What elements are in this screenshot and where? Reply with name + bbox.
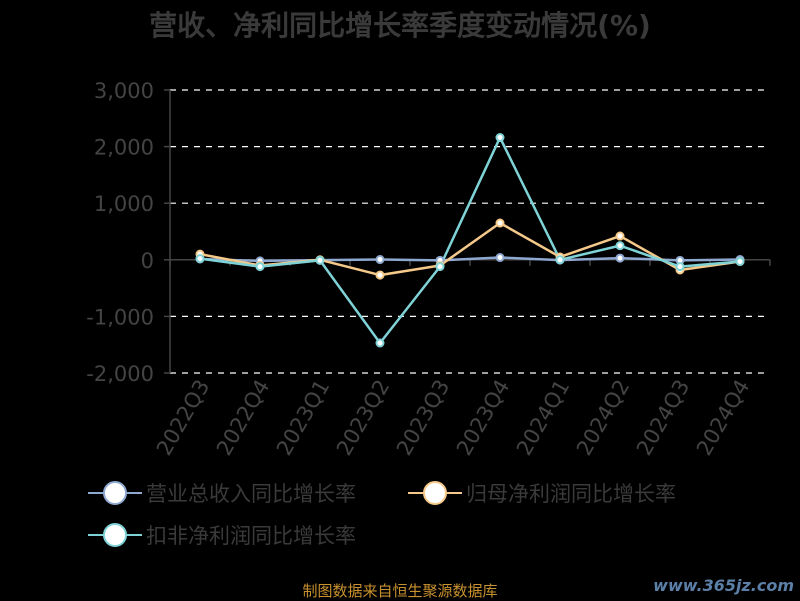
data-point <box>615 253 625 263</box>
data-point <box>495 133 505 143</box>
x-tick-label: 2023Q3 <box>392 376 454 460</box>
x-tick-label: 2024Q1 <box>512 376 574 460</box>
legend-item-revenue[interactable]: 营业总收入同比增长率 <box>88 478 356 508</box>
chart-title: 营收、净利同比增长率季度变动情况(%) <box>149 9 651 42</box>
series-line-0 <box>199 256 741 263</box>
legend-label-deducted-net-profit: 扣非净利润同比增长率 <box>146 524 356 548</box>
data-point <box>615 241 625 251</box>
y-tick-label: 1,000 <box>94 192 154 216</box>
legend-item-net-profit[interactable]: 归母净利润同比增长率 <box>408 478 676 508</box>
data-point <box>375 270 385 280</box>
x-tick-label: 2022Q3 <box>152 376 214 460</box>
series-lines <box>195 133 745 348</box>
legend-item-deducted-net-profit[interactable]: 扣非净利润同比增长率 <box>88 520 356 550</box>
data-point <box>555 255 565 265</box>
y-tick-label: 2,000 <box>94 136 154 160</box>
series-line-2 <box>199 136 741 345</box>
legend-marker-deducted-net-profit <box>88 520 142 550</box>
y-tick-label: 3,000 <box>94 79 154 103</box>
legend-label-net-profit: 归母净利润同比增长率 <box>466 482 676 506</box>
data-point <box>435 262 445 272</box>
data-point <box>375 255 385 265</box>
legend-marker-revenue <box>88 478 142 508</box>
x-tick-label: 2023Q2 <box>332 376 394 460</box>
y-tick-label: 0 <box>141 249 154 273</box>
y-tick-label: -2,000 <box>86 362 154 386</box>
x-tick-label: 2024Q2 <box>572 376 634 460</box>
data-point <box>195 254 205 264</box>
x-tick-label: 2024Q4 <box>692 376 754 460</box>
data-point <box>735 256 745 266</box>
data-point <box>675 262 685 272</box>
x-tick-label: 2022Q4 <box>212 376 274 460</box>
x-tick-label: 2024Q3 <box>632 376 694 460</box>
x-tick-label: 2023Q1 <box>272 376 334 460</box>
data-point <box>495 218 505 228</box>
x-tick-labels: 2022Q32022Q42023Q12023Q22023Q32023Q42024… <box>152 376 754 460</box>
data-source-note: 制图数据来自恒生聚源数据库 <box>302 582 498 600</box>
legend-marker-net-profit <box>408 478 462 508</box>
watermark: www.365jz.com <box>653 576 794 595</box>
legend-label-revenue: 营业总收入同比增长率 <box>146 482 356 506</box>
data-point <box>375 338 385 348</box>
y-tick-label: -1,000 <box>86 305 154 329</box>
grid-lines <box>170 89 770 374</box>
data-point <box>315 255 325 265</box>
data-point <box>255 262 265 272</box>
data-point <box>495 253 505 263</box>
x-tick-label: 2023Q4 <box>452 376 514 460</box>
data-point <box>615 231 625 241</box>
axes: -2,000 -1,000 0 1,000 2,000 3,000 <box>86 79 771 386</box>
series-line-1 <box>199 221 741 277</box>
